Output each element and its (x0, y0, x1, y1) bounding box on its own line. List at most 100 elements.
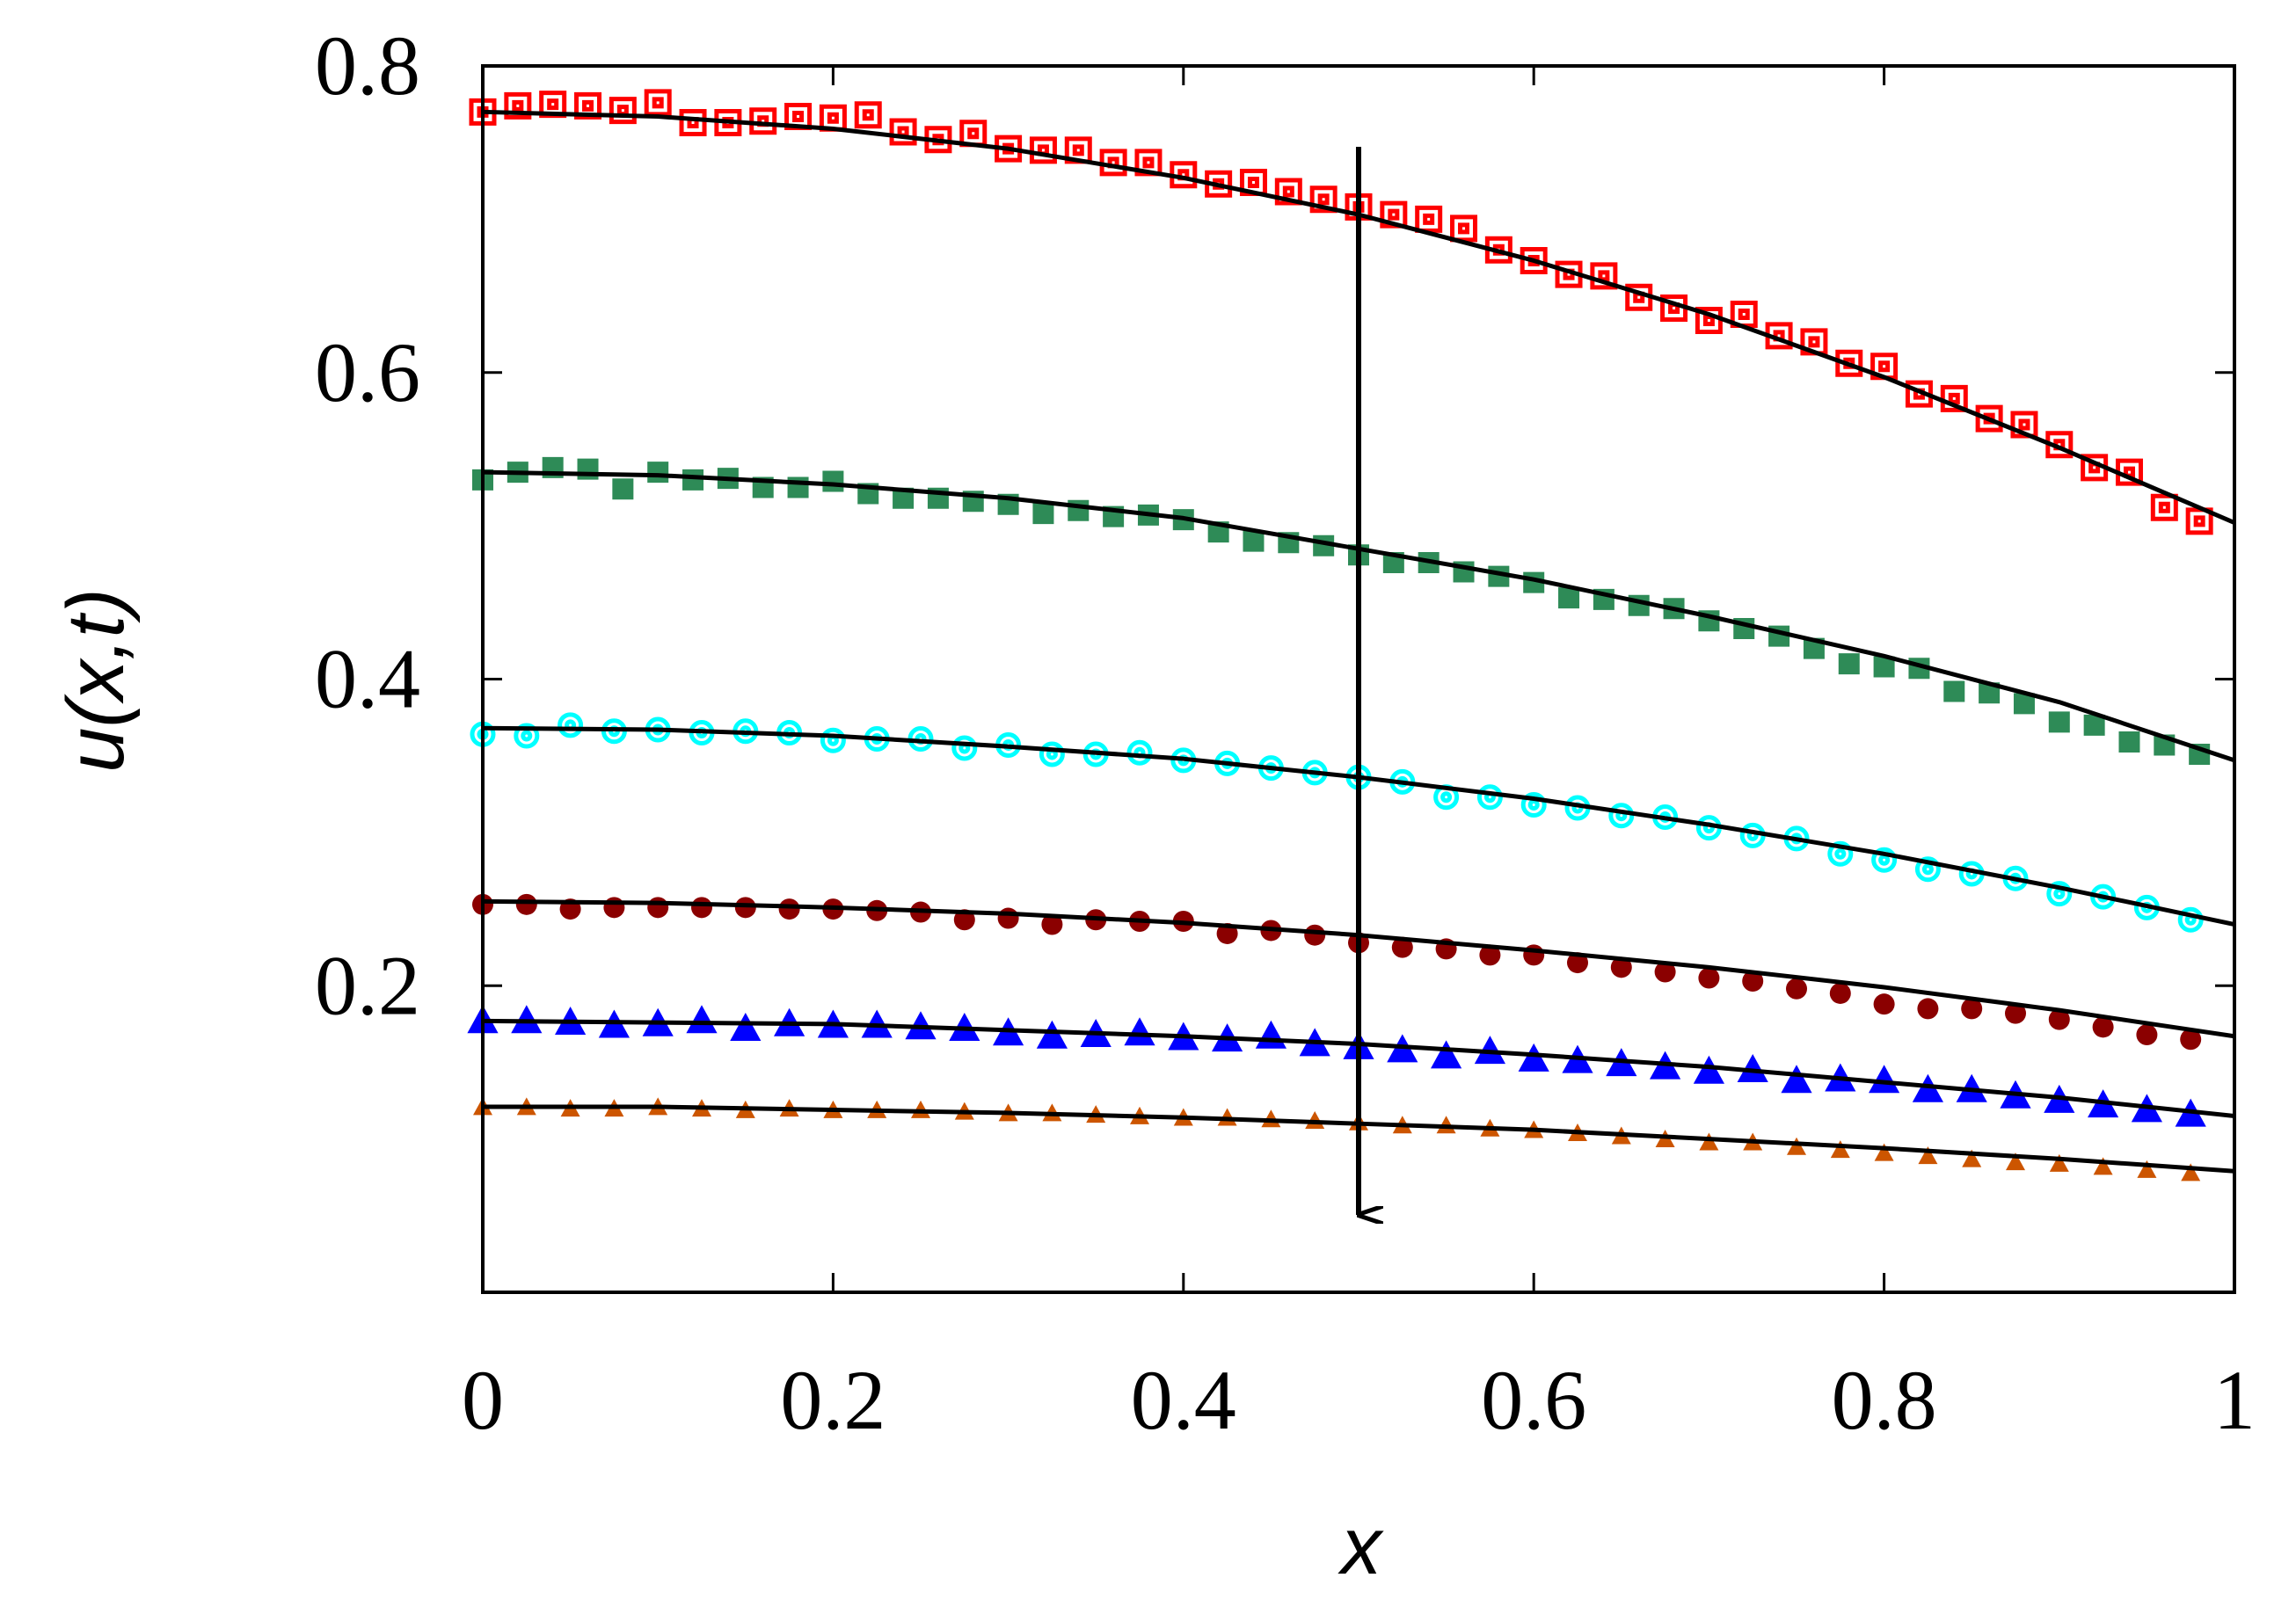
x-tick-label: 0.8 (1832, 1353, 1937, 1447)
data-point (1870, 353, 1899, 381)
data-point (1567, 952, 1588, 974)
data-point (603, 897, 625, 919)
data-point (953, 909, 975, 931)
data-point (1830, 1140, 1850, 1159)
data-point (854, 101, 882, 129)
data-point (997, 907, 1019, 929)
y-tick-label: 0.6 (315, 325, 420, 419)
data-point (2049, 1153, 2069, 1172)
data-point (1873, 656, 1895, 678)
data-point (822, 470, 844, 492)
data-point (2181, 1163, 2201, 1182)
data-point (1610, 956, 1632, 978)
data-point (1041, 913, 1063, 935)
data-point (2092, 1016, 2114, 1038)
data-point (679, 109, 707, 137)
data-point (2005, 1002, 2026, 1024)
data-point (682, 469, 704, 491)
data-point (1126, 739, 1153, 766)
data-point (730, 1012, 762, 1041)
data-point (2150, 493, 2178, 521)
y-tick-label: 0.4 (315, 632, 420, 726)
data-point (1698, 967, 1720, 989)
data-point (1917, 998, 1939, 1020)
data-point (2048, 1008, 2070, 1030)
data-point (820, 727, 846, 753)
data-point (1518, 1043, 1549, 1072)
data-point (1737, 1054, 1768, 1083)
x-tick-label: 0 (462, 1353, 504, 1447)
data-point (1608, 803, 1635, 829)
axes: 0 0.2 0.4 0.6 0.8 1 0.2 0.4 0.6 0.8 (315, 18, 2256, 1447)
data-point (1742, 971, 1764, 993)
data-point (511, 1005, 543, 1034)
data-point (1829, 982, 1851, 1004)
data-point (1781, 1065, 1812, 1094)
data-point (1787, 1137, 1806, 1155)
data-point (1874, 1143, 1894, 1161)
data-point (1654, 961, 1676, 983)
data-point (1699, 1132, 1719, 1151)
data-point (691, 897, 712, 919)
data-point (1730, 300, 1758, 328)
data-point (1558, 587, 1580, 609)
data-point (2177, 906, 2204, 933)
x-tick-label: 0.4 (1131, 1353, 1236, 1447)
data-point (609, 97, 637, 125)
data-point (734, 897, 756, 919)
data-point (647, 462, 669, 484)
data-point (1873, 993, 1895, 1015)
data-point (1869, 1065, 1900, 1094)
data-point (893, 487, 915, 509)
y-tick-label: 0.8 (315, 18, 420, 113)
data-point (1693, 1055, 1724, 1084)
data-point (1029, 136, 1057, 164)
data-point (1304, 924, 1326, 946)
data-point (2083, 714, 2105, 736)
data-point (2093, 1157, 2113, 1175)
data-point (1918, 1146, 1938, 1165)
data-point (470, 721, 496, 747)
data-point (686, 1005, 718, 1034)
data-point (2013, 693, 2035, 715)
x-tick-label: 0.6 (1481, 1353, 1586, 1447)
data-point (778, 898, 800, 920)
data-point (612, 478, 634, 500)
data-point (1099, 149, 1127, 177)
data-point (1243, 530, 1265, 552)
data-point (2048, 711, 2070, 733)
data-point (1943, 680, 1965, 702)
data-point (1415, 205, 1443, 233)
data-point (1255, 1020, 1286, 1049)
data-point (959, 120, 988, 148)
data-point (1032, 503, 1054, 525)
data-point (574, 91, 602, 120)
data-point (558, 712, 584, 738)
x-axis-label: x (1338, 1502, 1384, 1591)
data-point (1961, 998, 1983, 1020)
y-tick-label: 0.2 (315, 938, 420, 1032)
data-point (504, 91, 532, 120)
data-point (1474, 1036, 1505, 1065)
data-point (1036, 1020, 1068, 1049)
data-point (1786, 978, 1807, 1000)
plot-data (467, 89, 2213, 1182)
data-point (951, 735, 978, 761)
data-point (1962, 1149, 1982, 1167)
data-point (2136, 1024, 2158, 1046)
data-point (714, 109, 742, 137)
data-point (515, 893, 537, 915)
data-point (1476, 784, 1503, 811)
data-point (1450, 215, 1478, 243)
data-point (1431, 1040, 1462, 1069)
data-point (1838, 653, 1860, 675)
data-point (1391, 936, 1413, 958)
data-point (2118, 731, 2140, 753)
data-point (1039, 741, 1065, 767)
data-point (1979, 682, 2001, 704)
data-point (644, 89, 672, 117)
x-tick-label: 0.2 (780, 1353, 886, 1447)
data-point (1068, 499, 1090, 521)
data-point (2137, 1160, 2157, 1178)
